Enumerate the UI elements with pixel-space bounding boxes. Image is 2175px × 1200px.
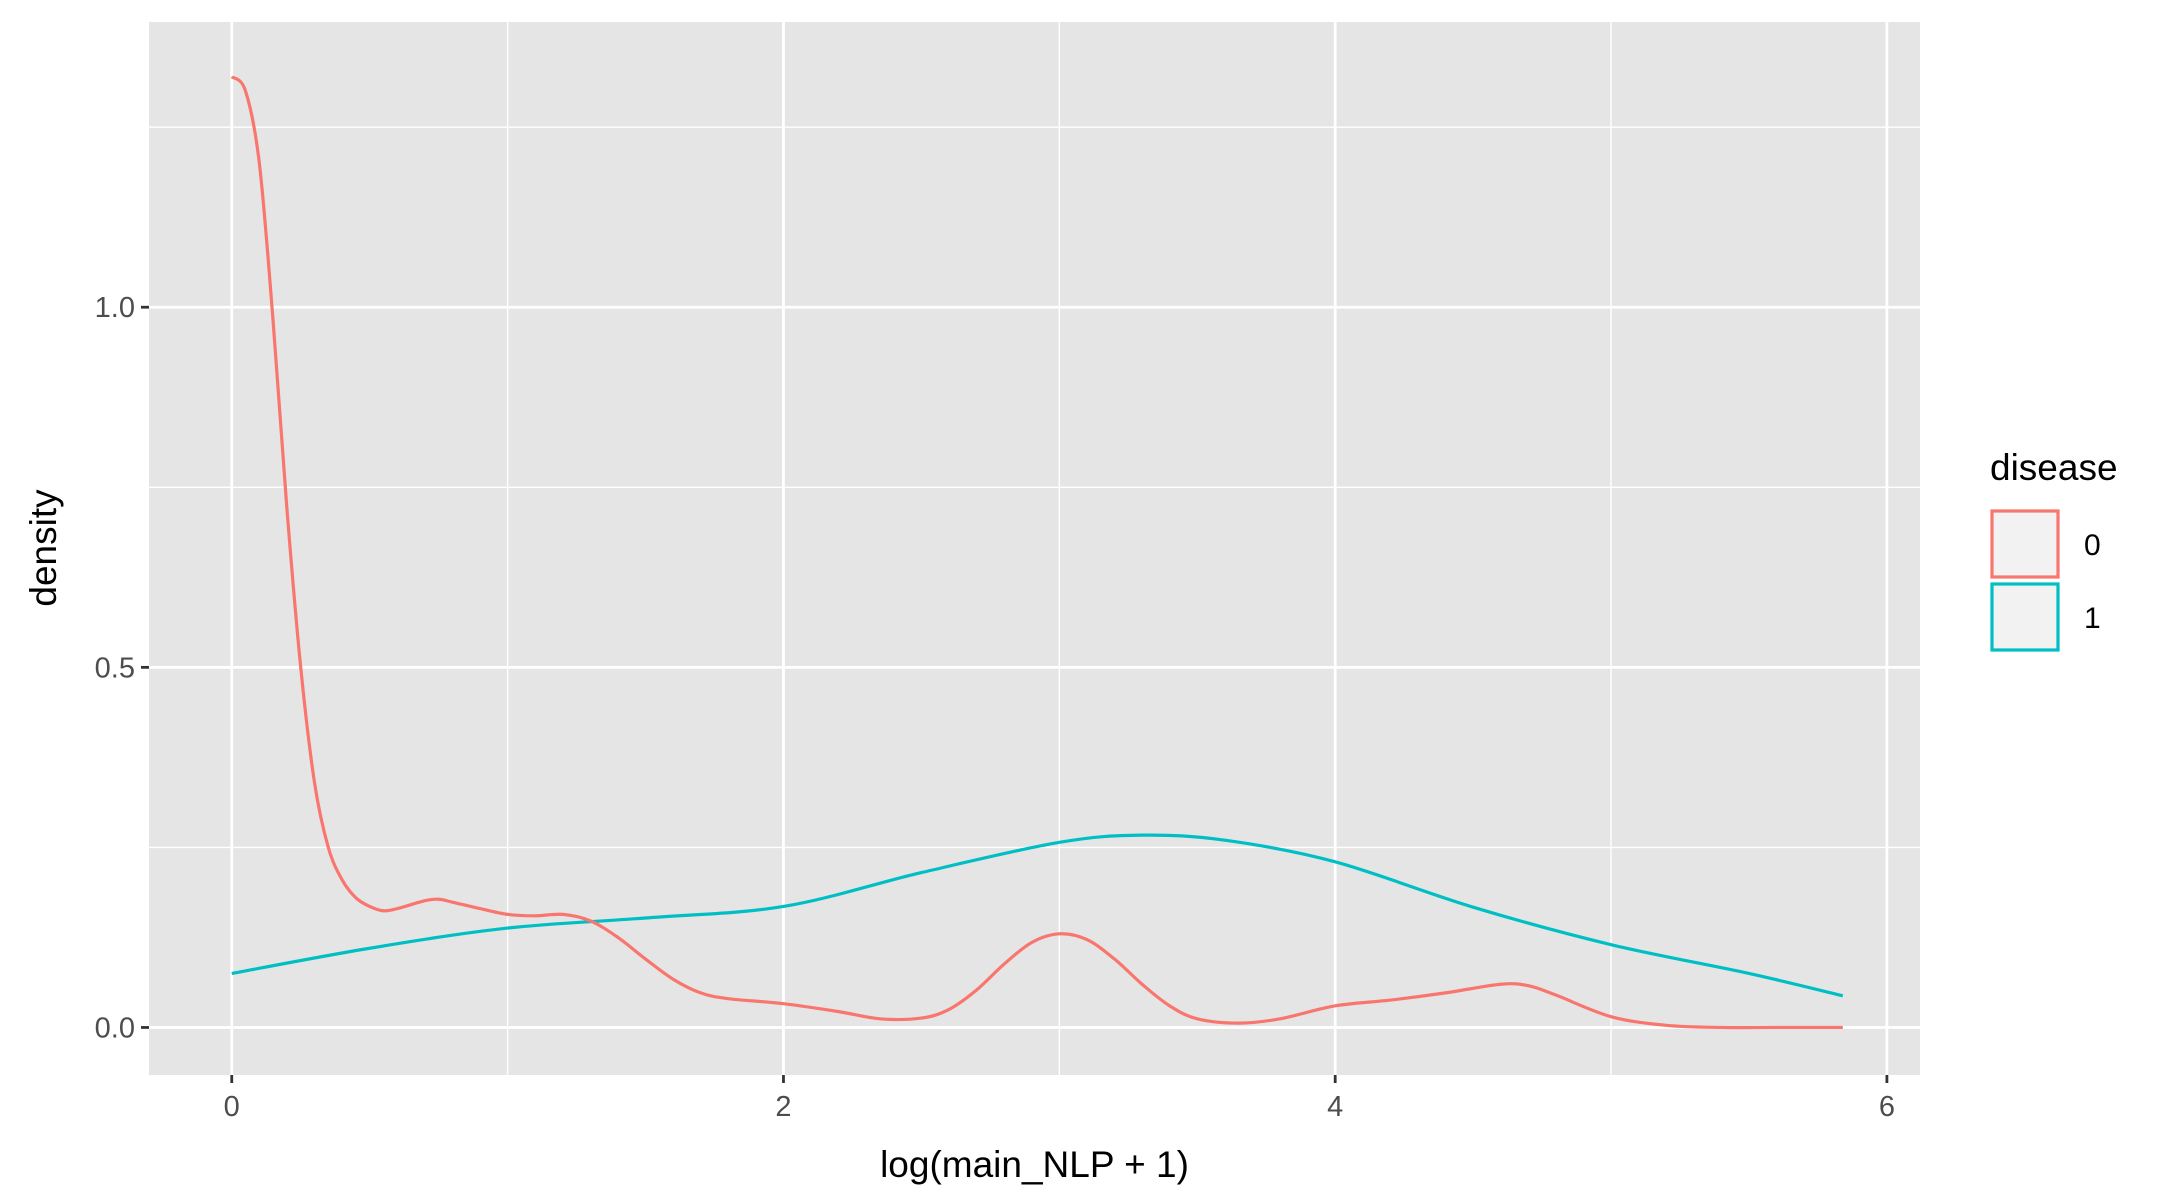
legend-title: disease (1990, 447, 2118, 488)
y-axis-title: density (23, 489, 64, 607)
y-axis: 0.0 0.5 1.0 (95, 292, 149, 1044)
plot-panel (149, 22, 1920, 1075)
minor-gridlines (149, 22, 1920, 1075)
major-gridlines (149, 22, 1920, 1075)
density-line-0 (230, 75, 1843, 1030)
legend-key-0 (1990, 509, 2060, 579)
x-axis: 0 2 4 6 (224, 1075, 1895, 1123)
x-tick-label: 6 (1879, 1091, 1895, 1123)
legend-label-1: 1 (2084, 602, 2101, 635)
legend-label-0: 0 (2084, 529, 2101, 562)
legend: disease 0 1 (1990, 447, 2118, 652)
density-line-1 (231, 833, 1844, 998)
density-lines (230, 75, 1844, 1030)
x-axis-title: log(main_NLP + 1) (880, 1144, 1189, 1185)
y-tick-label: 0.5 (95, 652, 135, 684)
y-tick-label: 0.0 (95, 1012, 135, 1044)
x-tick-label: 2 (775, 1091, 791, 1123)
x-tick-label: 4 (1327, 1091, 1343, 1123)
x-tick-label: 0 (224, 1091, 240, 1123)
y-tick-label: 1.0 (95, 292, 135, 324)
legend-key-1 (1990, 582, 2060, 652)
